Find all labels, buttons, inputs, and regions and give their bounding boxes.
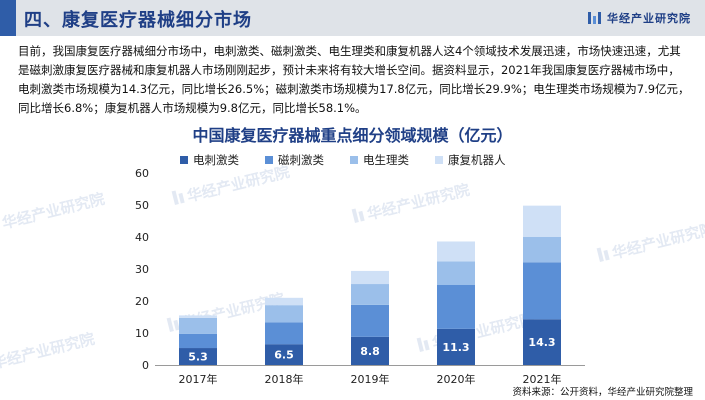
header-bar	[0, 0, 705, 36]
legend-swatch-3	[435, 156, 443, 164]
y-tick-label: 0	[142, 359, 149, 372]
bar-3-1	[265, 297, 303, 306]
watermark-logo-icon	[351, 208, 359, 223]
source-note: 资料来源：公开资料，华经产业研究院整理	[512, 387, 693, 398]
brand-name: 华经产业研究院	[607, 12, 691, 25]
bar-1-2	[351, 304, 389, 337]
legend-label-3: 康复机器人	[448, 153, 506, 167]
bar-3-4	[523, 205, 561, 237]
data-label-0-4: 14.3	[528, 336, 555, 349]
legend-label-2: 电生理类	[363, 153, 409, 167]
bar-0-1	[265, 344, 303, 365]
watermark-text: 华经产业研究院	[185, 163, 291, 206]
legend-swatch-1	[265, 156, 273, 164]
watermark-logo-icon	[603, 249, 610, 261]
bar-3-0	[179, 315, 217, 318]
legend-item-1: 磁刺激类	[265, 153, 324, 167]
legend-swatch-2	[350, 156, 358, 164]
x-tick-label: 2021年	[523, 372, 562, 386]
legend-label-1: 磁刺激类	[278, 153, 324, 167]
x-tick-label: 2017年	[179, 372, 218, 386]
bar-2-1	[265, 305, 303, 323]
bar-3-3	[437, 241, 475, 262]
watermark-text: 华经产业研究院	[0, 330, 96, 373]
watermark-logo-icon	[596, 247, 604, 262]
bar-2-0	[179, 317, 217, 334]
watermark-logo-icon	[358, 210, 365, 222]
y-tick-label: 10	[135, 327, 149, 340]
watermark-text: 华经产业研究院	[610, 220, 705, 263]
watermark-logo-icon	[171, 190, 179, 205]
watermark-logo-icon	[178, 192, 185, 204]
legend-swatch-0	[180, 156, 188, 164]
bar-2-4	[523, 237, 561, 263]
watermark-1: 华经产业研究院	[171, 163, 291, 206]
watermark-5: 华经产业研究院	[0, 330, 96, 373]
watermark-text: 华经产业研究院	[365, 181, 471, 224]
bar-3-2	[351, 270, 389, 285]
intro-paragraph: 目前，我国康复医疗器械细分市场中，电刺激类、磁刺激类、电生理类和康复机器人这4个…	[18, 44, 690, 115]
data-label-0-2: 8.8	[360, 345, 380, 358]
legend-item-3: 康复机器人	[435, 153, 506, 167]
x-tick-label: 2020年	[437, 372, 476, 386]
watermark-0: 华经产业研究院	[0, 190, 106, 233]
x-tick-label: 2018年	[265, 372, 304, 386]
watermark-logo-icon	[173, 319, 180, 331]
y-tick-label: 60	[135, 167, 149, 180]
watermark-6: 华经产业研究院	[416, 310, 536, 352]
data-label-0-0: 5.3	[188, 351, 208, 364]
y-tick-label: 20	[135, 295, 149, 308]
bar-1-3	[437, 285, 475, 329]
brand-logo-icon	[588, 12, 601, 24]
bar-0-4	[523, 319, 561, 365]
watermark-logo-icon	[166, 317, 174, 332]
x-tick-label: 2019年	[351, 372, 390, 386]
bar-2-2	[351, 284, 389, 305]
bar-0-3	[437, 328, 475, 365]
bar-1-1	[265, 322, 303, 345]
bar-1-4	[523, 262, 561, 320]
bar-0-2	[351, 336, 389, 365]
watermark-2: 华经产业研究院	[351, 181, 471, 224]
bar-2-3	[437, 261, 475, 285]
chart-title: 中国康复医疗器械重点细分领域规模（亿元）	[192, 126, 513, 145]
data-label-0-3: 11.3	[442, 341, 469, 354]
data-label-0-1: 6.5	[274, 349, 294, 362]
watermark-logo-icon	[423, 339, 430, 351]
y-tick-label: 30	[135, 263, 149, 276]
legend-item-2: 电生理类	[350, 153, 409, 167]
watermark-logo-icon	[416, 337, 424, 352]
header-accent	[0, 0, 16, 36]
legend-label-0: 电刺激类	[193, 153, 239, 167]
watermark-3: 华经产业研究院	[596, 220, 705, 263]
watermark-text: 华经产业研究院	[0, 190, 106, 233]
page-title: 四、康复医疗器械细分市场	[24, 10, 252, 31]
legend-item-0: 电刺激类	[180, 153, 239, 167]
chart-legend: 电刺激类 磁刺激类 电生理类 康复机器人	[180, 153, 506, 167]
y-tick-label: 40	[135, 231, 149, 244]
bar-0-0	[179, 348, 217, 365]
brand: 华经产业研究院	[588, 10, 691, 26]
bar-1-0	[179, 333, 217, 349]
y-tick-label: 50	[135, 199, 149, 212]
